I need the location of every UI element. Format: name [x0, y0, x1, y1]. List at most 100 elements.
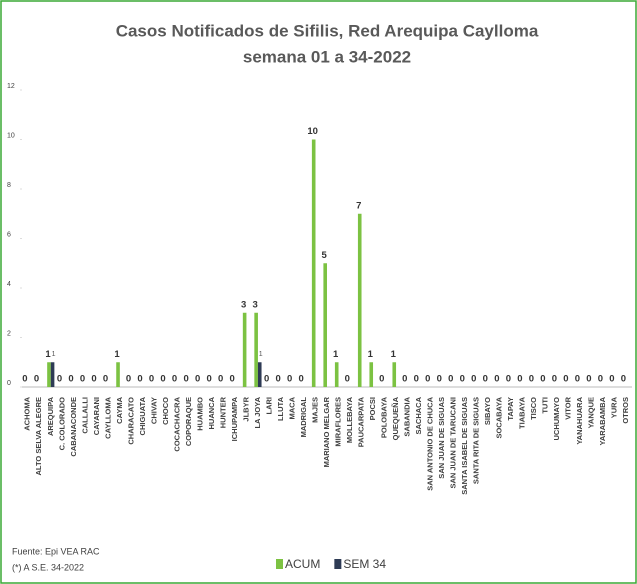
data-label: 0: [287, 374, 292, 385]
x-tick-label: TAPAY: [506, 397, 515, 421]
x-tick-label: SOCABAYA: [495, 396, 504, 438]
data-label: 1: [52, 351, 56, 358]
x-tick-label: SAN JUAN DE TARUCANI: [449, 397, 458, 489]
data-label: 0: [402, 374, 407, 385]
data-label: 0: [540, 374, 545, 385]
data-label: 0: [598, 374, 603, 385]
data-label: 0: [471, 374, 476, 385]
bar: [254, 312, 258, 387]
data-label: 10: [307, 126, 318, 137]
x-tick-label: YURA: [610, 396, 619, 418]
x-tick-label: UCHUMAYO: [552, 397, 561, 441]
y-tick-label: 6: [7, 231, 11, 238]
x-tick-label: C. COLORADO: [57, 397, 66, 450]
bar: [116, 362, 120, 387]
x-tick-label: SANTA ISABEL DE SIGUAS: [460, 397, 469, 495]
bar: [334, 362, 339, 387]
x-tick-label: YARABAMBA: [598, 396, 607, 445]
data-label: 0: [126, 374, 131, 385]
x-tick-label: AREQUIPA: [46, 396, 55, 436]
data-label: 0: [218, 374, 223, 385]
data-label: 0: [137, 374, 142, 385]
data-label: 0: [586, 374, 591, 385]
x-tick-label: TISCO: [529, 397, 538, 420]
data-label: 0: [68, 374, 73, 385]
data-label: 0: [172, 374, 177, 385]
x-tick-label: OTROS: [621, 397, 630, 424]
x-tick-label: CHIGUATA: [138, 396, 147, 435]
data-label: 0: [91, 374, 96, 385]
y-tick-label: 2: [7, 330, 11, 337]
x-tick-label: SAN ANTONIO DE CHUCA: [426, 396, 435, 490]
data-label: 0: [57, 374, 62, 385]
bar: [323, 263, 327, 387]
data-label: 7: [356, 200, 361, 211]
bar: [369, 362, 374, 387]
data-label: 0: [529, 374, 534, 385]
data-label: 0: [345, 374, 350, 385]
data-label: 0: [183, 374, 188, 385]
y-tick-label: 10: [7, 132, 15, 139]
data-label: 1: [259, 351, 263, 358]
x-tick-label: YANQUE: [587, 397, 596, 428]
x-tick-label: ALTO SELVA ALEGRE: [34, 397, 43, 475]
data-label: 1: [45, 349, 51, 360]
x-tick-label: CABANACONDE: [69, 397, 78, 457]
x-tick-label: LLUTA: [276, 396, 285, 421]
x-tick-label: MOLLEBAYA: [345, 396, 354, 443]
data-label: 0: [414, 374, 419, 385]
y-tick-label: 8: [7, 182, 11, 189]
data-label: 0: [195, 374, 200, 385]
x-tick-label: SABANDIA: [403, 396, 412, 436]
data-label: 1: [333, 349, 339, 360]
data-label: 0: [276, 374, 281, 385]
bar: [50, 362, 55, 387]
x-tick-label: QUEQUEÑA: [391, 396, 400, 440]
x-tick-label: TUTI: [541, 397, 550, 414]
data-label: 1: [114, 349, 120, 360]
x-tick-label: HUNTER: [218, 396, 227, 428]
data-label: 5: [322, 250, 328, 261]
bar: [47, 362, 51, 387]
legend-swatch: [276, 559, 283, 569]
data-label: 0: [160, 374, 165, 385]
bar: [311, 139, 316, 387]
x-tick-label: MIRAFLORES: [333, 397, 342, 447]
x-tick-label: CAYARANI: [92, 397, 101, 435]
x-tick-label: COCACHACRA: [172, 396, 181, 451]
data-label: 0: [483, 374, 488, 385]
data-label: 0: [103, 374, 108, 385]
data-label: 0: [229, 374, 234, 385]
data-label: 0: [552, 374, 557, 385]
x-tick-label: HUAMBO: [195, 397, 204, 431]
x-tick-label: YANAHUARA: [575, 396, 584, 444]
x-tick-label: MARIANO MELGAR: [322, 396, 331, 467]
chart-subtitle: semana 01 a 34-2022: [243, 47, 411, 66]
data-label: 3: [241, 299, 246, 310]
x-tick-label: CHIVAY: [149, 397, 158, 424]
x-tick-label: HUANCA: [207, 396, 216, 429]
x-tick-label: LARI: [264, 397, 273, 415]
x-tick-label: SANTA RITA DE SIGUAS: [472, 397, 481, 484]
x-tick-label: LA JOYA: [253, 396, 262, 428]
data-label: 0: [264, 374, 269, 385]
x-tick-label: JLBYR: [241, 396, 250, 421]
x-tick-label: SIBAYO: [483, 397, 492, 425]
x-tick-label: MACA: [287, 396, 296, 419]
data-label: 0: [621, 374, 626, 385]
bar: [392, 362, 397, 387]
data-label: 0: [460, 374, 465, 385]
chart-title: Casos Notificados de Sifilis, Red Arequi…: [116, 21, 539, 40]
x-tick-label: VITOR: [564, 396, 573, 419]
x-tick-label: CAYLLOMA: [103, 396, 112, 438]
x-tick-label: CHOCO: [161, 397, 170, 425]
data-label: 0: [437, 374, 442, 385]
x-tick-label: TIABAYA: [518, 396, 527, 429]
legend-swatch: [334, 559, 342, 569]
data-label: 0: [494, 374, 499, 385]
y-tick-label: 12: [7, 83, 15, 90]
data-label: 0: [34, 374, 39, 385]
x-tick-label: ACHOMA: [23, 396, 32, 430]
